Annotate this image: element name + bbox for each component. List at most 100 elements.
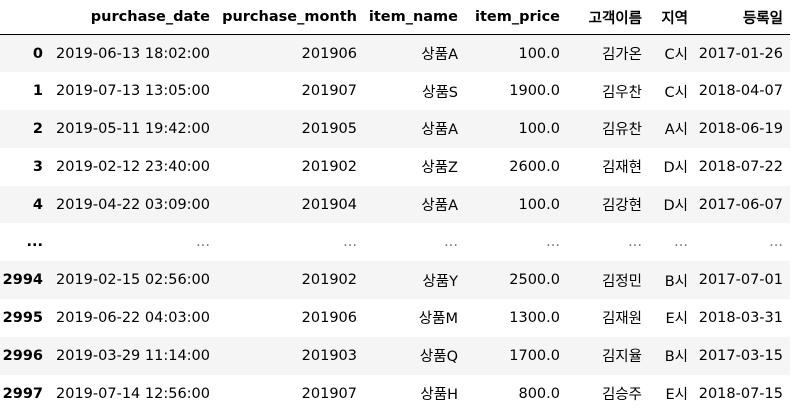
table-body: 0 2019-06-13 18:02:00 201906 상품A 100.0 김가온 C시 2…: [0, 34, 790, 413]
cell-item-name: 상품Y: [422, 273, 458, 290]
cell-registration-date: 2017-01-26: [698, 45, 783, 62]
cell-item-name: 상품H: [420, 387, 458, 404]
row-index: 2995: [2, 309, 43, 326]
cell-item-price: 1700.0: [509, 347, 560, 364]
index-header: [0, 0, 50, 35]
cell-purchase-month: ...: [343, 234, 357, 251]
cell-customer-name: 김유찬: [601, 122, 642, 139]
cell-region: ...: [674, 234, 688, 251]
cell-item-name: 상품A: [421, 47, 458, 64]
cell-customer-name: 김정민: [601, 273, 642, 290]
column-header-customer-name: 고객이름: [567, 0, 649, 35]
cell-purchase-date: 2019-05-11 19:42:00: [56, 120, 210, 137]
cell-customer-name: 김재원: [601, 311, 642, 328]
row-index: 4: [32, 196, 43, 213]
cell-item-name: ...: [444, 234, 458, 251]
cell-purchase-month: 201902: [301, 158, 357, 175]
row-index: 1: [32, 83, 43, 100]
cell-region: E시: [665, 387, 688, 404]
table-header: purchase_date purchase_month item_name i…: [0, 0, 790, 35]
row-index: ...: [26, 234, 43, 251]
cell-region: C시: [664, 47, 688, 64]
cell-purchase-month: 201902: [301, 272, 357, 289]
cell-registration-date: 2018-07-22: [698, 158, 783, 175]
cell-region: B시: [664, 273, 688, 290]
cell-purchase-month: 201906: [301, 45, 357, 62]
cell-purchase-month: 201906: [301, 309, 357, 326]
row-index: 3: [32, 158, 43, 175]
cell-item-price: 100.0: [518, 120, 560, 137]
cell-purchase-date: 2019-06-13 18:02:00: [56, 45, 210, 62]
cell-customer-name: 김우찬: [601, 84, 642, 101]
table-row: 4 2019-04-22 03:09:00 201904 상품A 100.0 김강현 D시 2…: [0, 185, 790, 224]
cell-item-price: 100.0: [518, 196, 560, 213]
table-row: 0 2019-06-13 18:02:00 201906 상품A 100.0 김가온 C시 2…: [0, 34, 790, 73]
cell-item-name: 상품Z: [421, 160, 458, 177]
table-row: 2 2019-05-11 19:42:00 201905 상품A 100.0 김유찬 A시 2…: [0, 110, 790, 148]
cell-purchase-month: 201904: [301, 196, 357, 213]
cell-item-name: 상품A: [421, 122, 458, 139]
cell-purchase-date: 2019-02-15 02:56:00: [56, 272, 210, 289]
table-row: 2996 2019-03-29 11:14:00 201903 상품Q 1700.0 김지…: [0, 336, 790, 375]
cell-region: D시: [663, 198, 688, 215]
cell-registration-date: 2017-06-07: [698, 196, 783, 213]
cell-purchase-date: 2019-07-14 12:56:00: [56, 385, 210, 402]
cell-item-name: 상품S: [422, 84, 458, 101]
row-index: 2997: [2, 385, 43, 402]
row-index: 2996: [2, 347, 43, 364]
table-row: 2994 2019-02-15 02:56:00 201902 상품Y 2500.0 김정…: [0, 261, 790, 300]
cell-region: D시: [663, 160, 688, 177]
column-header-purchase-date: purchase_date: [50, 0, 217, 35]
cell-registration-date: 2018-06-19: [698, 120, 783, 137]
cell-purchase-month: 201905: [301, 120, 357, 137]
row-index: 2: [32, 120, 43, 137]
cell-region: C시: [664, 84, 688, 101]
cell-item-price: 100.0: [518, 45, 560, 62]
table-row: 2997 2019-07-14 12:56:00 201907 상품H 800.0 김승주…: [0, 374, 790, 413]
cell-customer-name: 김지율: [601, 349, 642, 366]
cell-item-price: 1300.0: [509, 309, 560, 326]
row-index: 2994: [2, 272, 43, 289]
column-header-purchase-month: purchase_month: [217, 0, 364, 35]
cell-purchase-month: 201907: [301, 83, 357, 100]
cell-item-price: ...: [546, 234, 560, 251]
cell-registration-date: 2017-03-15: [698, 347, 783, 364]
column-header-region: 지역: [649, 0, 695, 35]
cell-item-name: 상품M: [418, 311, 458, 328]
cell-customer-name: 김승주: [601, 387, 642, 404]
cell-item-name: 상품A: [421, 198, 458, 215]
cell-customer-name: ...: [628, 234, 642, 251]
cell-registration-date: 2018-04-07: [698, 83, 783, 100]
cell-registration-date: ...: [769, 234, 783, 251]
cell-purchase-month: 201903: [301, 347, 357, 364]
table-row: 1 2019-07-13 13:05:00 201907 상품S 1900.0 김우찬 C시…: [0, 72, 790, 111]
cell-registration-date: 2018-03-31: [698, 309, 783, 326]
cell-item-price: 800.0: [518, 385, 560, 402]
column-header-item-price: item_price: [465, 0, 567, 35]
cell-region: E시: [665, 311, 688, 328]
cell-purchase-date: ...: [196, 234, 210, 251]
cell-item-price: 2600.0: [509, 158, 560, 175]
cell-purchase-date: 2019-04-22 03:09:00: [56, 196, 210, 213]
cell-item-name: 상품Q: [419, 349, 458, 366]
header-row: purchase_date purchase_month item_name i…: [0, 0, 790, 35]
cell-item-price: 1900.0: [509, 83, 560, 100]
cell-purchase-date: 2019-06-22 04:03:00: [56, 309, 210, 326]
cell-customer-name: 김재현: [601, 160, 642, 177]
table-row: 2995 2019-06-22 04:03:00 201906 상품M 1300.0 김재…: [0, 299, 790, 337]
column-header-registration-date: 등록일: [695, 0, 790, 35]
cell-customer-name: 김강현: [601, 198, 642, 215]
column-header-item-name: item_name: [364, 0, 465, 35]
cell-purchase-date: 2019-02-12 23:40:00: [56, 158, 210, 175]
cell-purchase-month: 201907: [301, 385, 357, 402]
cell-registration-date: 2017-07-01: [698, 272, 783, 289]
cell-region: A시: [664, 122, 688, 139]
cell-registration-date: 2018-07-15: [698, 385, 783, 402]
cell-item-price: 2500.0: [509, 272, 560, 289]
cell-purchase-date: 2019-03-29 11:14:00: [56, 347, 210, 364]
cell-purchase-date: 2019-07-13 13:05:00: [56, 83, 210, 100]
cell-region: B시: [664, 349, 688, 366]
row-index: 0: [32, 45, 43, 62]
